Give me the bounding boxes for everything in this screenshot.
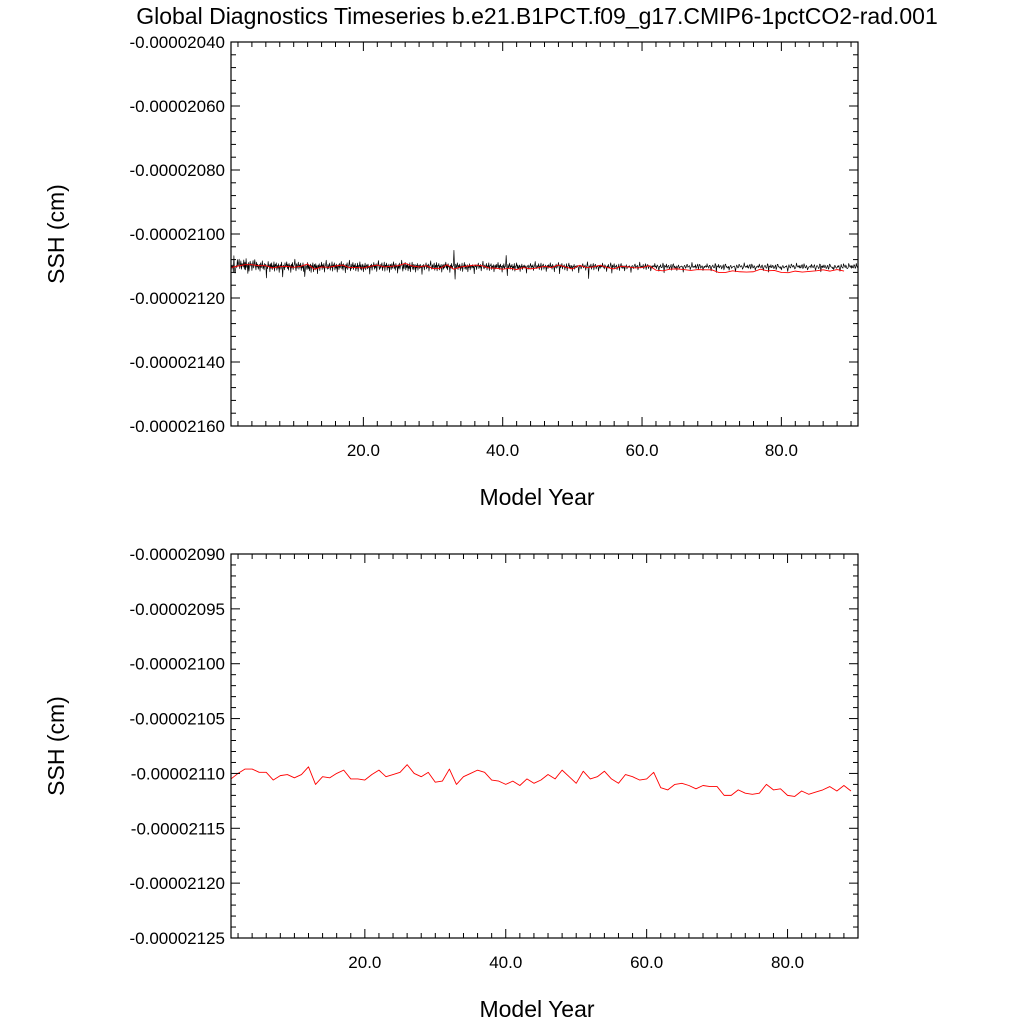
chart-bottom: 20.0 40.0 60.0 80.0 -0.00002090 -0.00002095 -0… bbox=[43, 545, 859, 1022]
top-y-tick-label: -0.00002080 bbox=[130, 161, 225, 180]
bottom-y-tick-label: -0.00002120 bbox=[130, 874, 225, 893]
y-axis-label-bottom: SSH (cm) bbox=[43, 696, 69, 796]
bottom-x-tick-label: 80.0 bbox=[771, 953, 804, 972]
top-y-tick-label: -0.00002140 bbox=[130, 353, 225, 372]
bottom-plot-frame bbox=[230, 553, 859, 939]
bottom-series-annual-mean bbox=[231, 764, 852, 797]
plot-area-top: 20.0 40.0 60.0 80.0 -0.00002040 -0.00002060 -0… bbox=[130, 33, 859, 460]
bottom-x-tick-label: 60.0 bbox=[630, 953, 663, 972]
plot-area-bottom: 20.0 40.0 60.0 80.0 -0.00002090 -0.00002095 -0… bbox=[130, 545, 859, 972]
figure-title: Global Diagnostics Timeseries b.e21.B1PC… bbox=[136, 3, 938, 29]
top-y-tick-label: -0.00002040 bbox=[130, 33, 225, 52]
x-axis-label-top: Model Year bbox=[479, 484, 594, 510]
x-axis-label-bottom: Model Year bbox=[479, 996, 594, 1022]
top-y-tick-label: -0.00002060 bbox=[130, 97, 225, 116]
top-plot-frame bbox=[230, 41, 859, 427]
bottom-y-tick-label: -0.00002110 bbox=[131, 764, 225, 783]
bottom-y-tick-label: -0.00002105 bbox=[130, 710, 225, 729]
top-x-tick-label: 20.0 bbox=[347, 441, 380, 460]
top-x-tick-label: 40.0 bbox=[486, 441, 519, 460]
chart-top: 20.0 40.0 60.0 80.0 -0.00002040 -0.00002060 -0… bbox=[43, 33, 859, 510]
bottom-y-tick-label: -0.00002090 bbox=[130, 545, 225, 564]
top-y-tick-label: -0.00002120 bbox=[130, 289, 225, 308]
top-y-tick-label: -0.00002160 bbox=[130, 417, 225, 436]
bottom-x-tick-label: 20.0 bbox=[348, 953, 381, 972]
bottom-x-tick-label: 40.0 bbox=[489, 953, 522, 972]
bottom-y-tick-label: -0.00002100 bbox=[130, 655, 225, 674]
bottom-y-tick-label: -0.00002095 bbox=[130, 600, 225, 619]
top-x-tick-label: 60.0 bbox=[625, 441, 658, 460]
y-axis-label-top: SSH (cm) bbox=[43, 184, 69, 284]
top-series-monthly bbox=[231, 249, 858, 280]
bottom-y-tick-label: -0.00002115 bbox=[131, 819, 225, 838]
top-x-tick-label: 80.0 bbox=[765, 441, 798, 460]
top-series-annual-mean bbox=[231, 262, 845, 274]
bottom-y-tick-label: -0.00002125 bbox=[130, 929, 225, 948]
top-y-tick-label: -0.00002100 bbox=[130, 225, 225, 244]
